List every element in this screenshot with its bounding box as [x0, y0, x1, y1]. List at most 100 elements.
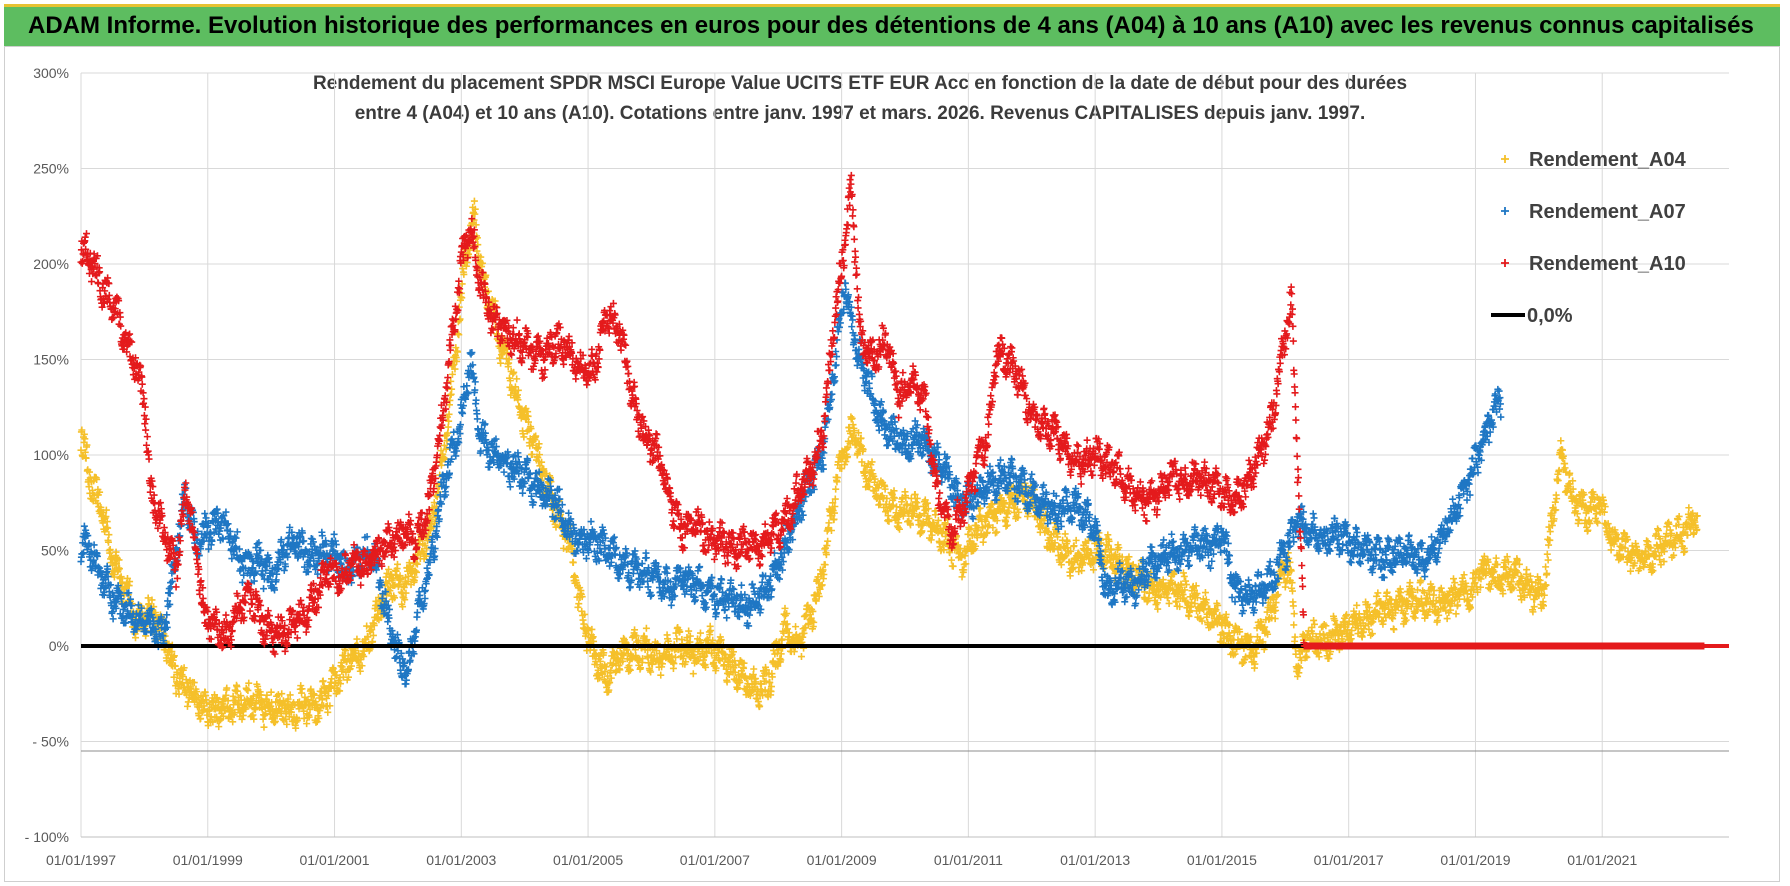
scatter-point: [1557, 437, 1565, 445]
scatter-point: [1310, 616, 1318, 624]
scatter-point: [229, 718, 237, 726]
scatter-point: [1002, 522, 1010, 530]
scatter-point: [506, 483, 514, 491]
scatter-point: [197, 715, 205, 723]
scatter-point: [448, 370, 456, 378]
x-tick-label: 01/01/1997: [46, 852, 116, 868]
scatter-point: [444, 423, 452, 431]
scatter-point: [792, 623, 800, 631]
y-tick-label: 100%: [33, 447, 69, 463]
scatter-point: [1654, 525, 1662, 533]
scatter-point: [287, 708, 295, 716]
scatter-point: [184, 698, 192, 706]
scatter-point: [447, 377, 455, 385]
scatter-point: [459, 265, 467, 273]
scatter-point: [1383, 588, 1391, 596]
scatter-point: [506, 377, 514, 385]
scatter-point: [1294, 672, 1302, 680]
scatter-point: [592, 651, 600, 659]
scatter-point: [369, 638, 377, 646]
scatter-point: [257, 691, 265, 699]
scatter-point: [336, 687, 344, 695]
y-tick-label: - 100%: [25, 829, 69, 845]
scatter-point: [1452, 610, 1460, 618]
scatter-point: [245, 679, 253, 687]
scatter-point: [413, 568, 421, 576]
scatter-point: [353, 635, 361, 643]
scatter-point: [590, 637, 598, 645]
scatter-point: [102, 506, 110, 514]
scatter-point: [78, 550, 86, 558]
scatter-point: [657, 671, 665, 679]
scatter-point: [1492, 554, 1500, 562]
scatter-point: [513, 375, 521, 383]
scatter-point: [1545, 541, 1553, 549]
scatter-point: [453, 357, 461, 365]
scatter-point: [1543, 550, 1551, 558]
scatter-point: [229, 692, 237, 700]
scatter-point: [1544, 556, 1552, 564]
scatter-point: [514, 386, 522, 394]
scatter-point: [1201, 589, 1209, 597]
scatter-point: [500, 468, 508, 476]
scatter-point: [282, 715, 290, 723]
x-tick-label: 01/01/2001: [299, 852, 369, 868]
scatter-point: [462, 262, 470, 270]
scatter-point: [384, 618, 392, 626]
scatter-point: [170, 652, 178, 660]
scatter-point: [1449, 575, 1457, 583]
scatter-point: [507, 391, 515, 399]
scatter-point: [569, 559, 577, 567]
scatter-point: [473, 415, 481, 423]
scatter-point: [452, 344, 460, 352]
scatter-point: [602, 663, 610, 671]
scatter-point: [293, 717, 301, 725]
scatter-point: [575, 600, 583, 608]
scatter-point: [497, 359, 505, 367]
scatter-point: [797, 653, 805, 661]
scatter-point: [324, 708, 332, 716]
scatter-point: [949, 562, 957, 570]
scatter-point: [112, 560, 120, 568]
scatter-point: [400, 583, 408, 591]
x-tick-label: 01/01/1999: [173, 852, 243, 868]
scatter-point: [1685, 504, 1693, 512]
scatter-point: [1546, 528, 1554, 536]
scatter-point: [300, 714, 308, 722]
scatter-point: [213, 694, 221, 702]
scatter-point: [369, 631, 377, 639]
scatter-point: [993, 528, 1001, 536]
scatter-point: [514, 396, 522, 404]
scatter-point: [336, 680, 344, 688]
scatter-point: [424, 537, 432, 545]
scatter-point: [1554, 477, 1562, 485]
scatter-point: [455, 331, 463, 339]
scatter-point: [595, 674, 603, 682]
scatter-point: [96, 488, 104, 496]
scatter-point: [82, 454, 90, 462]
scatter-point: [413, 609, 421, 617]
chart-title-line-2: entre 4 (A04) et 10 ans (A10). Cotations…: [354, 103, 1366, 124]
scatter-point: [585, 627, 592, 635]
scatter-point: [104, 524, 112, 532]
scatter-point: [175, 690, 183, 698]
y-tick-label: 200%: [33, 256, 69, 272]
scatter-point: [512, 392, 520, 400]
scatter-point: [219, 712, 227, 720]
scatter-point: [370, 621, 378, 629]
x-tick-label: 01/01/2005: [553, 852, 623, 868]
scatter-point: [307, 685, 315, 693]
scatter-point: [472, 221, 480, 229]
scatter-point: [364, 633, 372, 641]
scatter-point: [534, 443, 542, 451]
scatter-point: [472, 396, 480, 404]
scatter-point: [958, 573, 966, 581]
scatter-point: [183, 702, 191, 710]
scatter-point: [260, 585, 268, 593]
x-tick-label: 01/01/2013: [1060, 852, 1130, 868]
scatter-point: [271, 717, 279, 725]
scatter-point: [411, 573, 419, 581]
scatter-point: [284, 695, 292, 703]
scatter-point: [445, 417, 453, 425]
